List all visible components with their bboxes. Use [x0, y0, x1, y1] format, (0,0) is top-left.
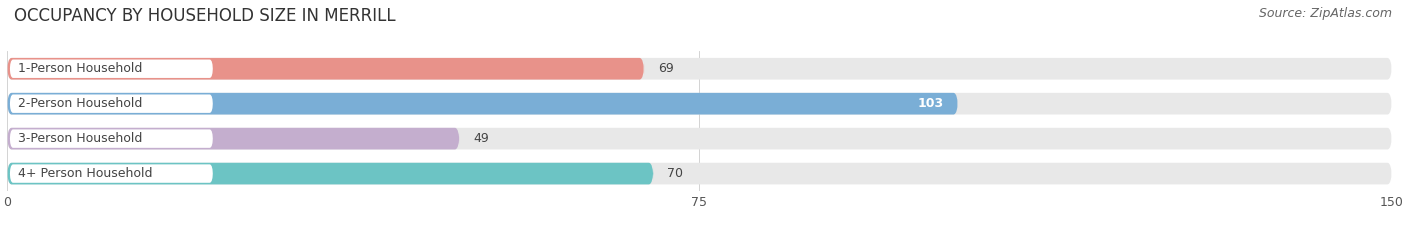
- FancyBboxPatch shape: [10, 59, 212, 78]
- Text: 49: 49: [474, 132, 489, 145]
- Text: 69: 69: [658, 62, 673, 75]
- FancyBboxPatch shape: [7, 93, 1392, 115]
- Text: OCCUPANCY BY HOUSEHOLD SIZE IN MERRILL: OCCUPANCY BY HOUSEHOLD SIZE IN MERRILL: [14, 7, 395, 25]
- FancyBboxPatch shape: [7, 128, 460, 150]
- FancyBboxPatch shape: [10, 164, 212, 183]
- FancyBboxPatch shape: [10, 94, 212, 113]
- FancyBboxPatch shape: [7, 128, 1392, 150]
- FancyBboxPatch shape: [7, 93, 957, 115]
- FancyBboxPatch shape: [7, 58, 1392, 80]
- FancyBboxPatch shape: [7, 163, 1392, 185]
- FancyBboxPatch shape: [7, 163, 654, 185]
- FancyBboxPatch shape: [7, 58, 644, 80]
- Text: 103: 103: [918, 97, 945, 110]
- Text: 2-Person Household: 2-Person Household: [18, 97, 142, 110]
- Text: 70: 70: [668, 167, 683, 180]
- Text: Source: ZipAtlas.com: Source: ZipAtlas.com: [1258, 7, 1392, 20]
- Text: 3-Person Household: 3-Person Household: [18, 132, 142, 145]
- Text: 1-Person Household: 1-Person Household: [18, 62, 142, 75]
- FancyBboxPatch shape: [10, 129, 212, 148]
- Text: 4+ Person Household: 4+ Person Household: [18, 167, 153, 180]
